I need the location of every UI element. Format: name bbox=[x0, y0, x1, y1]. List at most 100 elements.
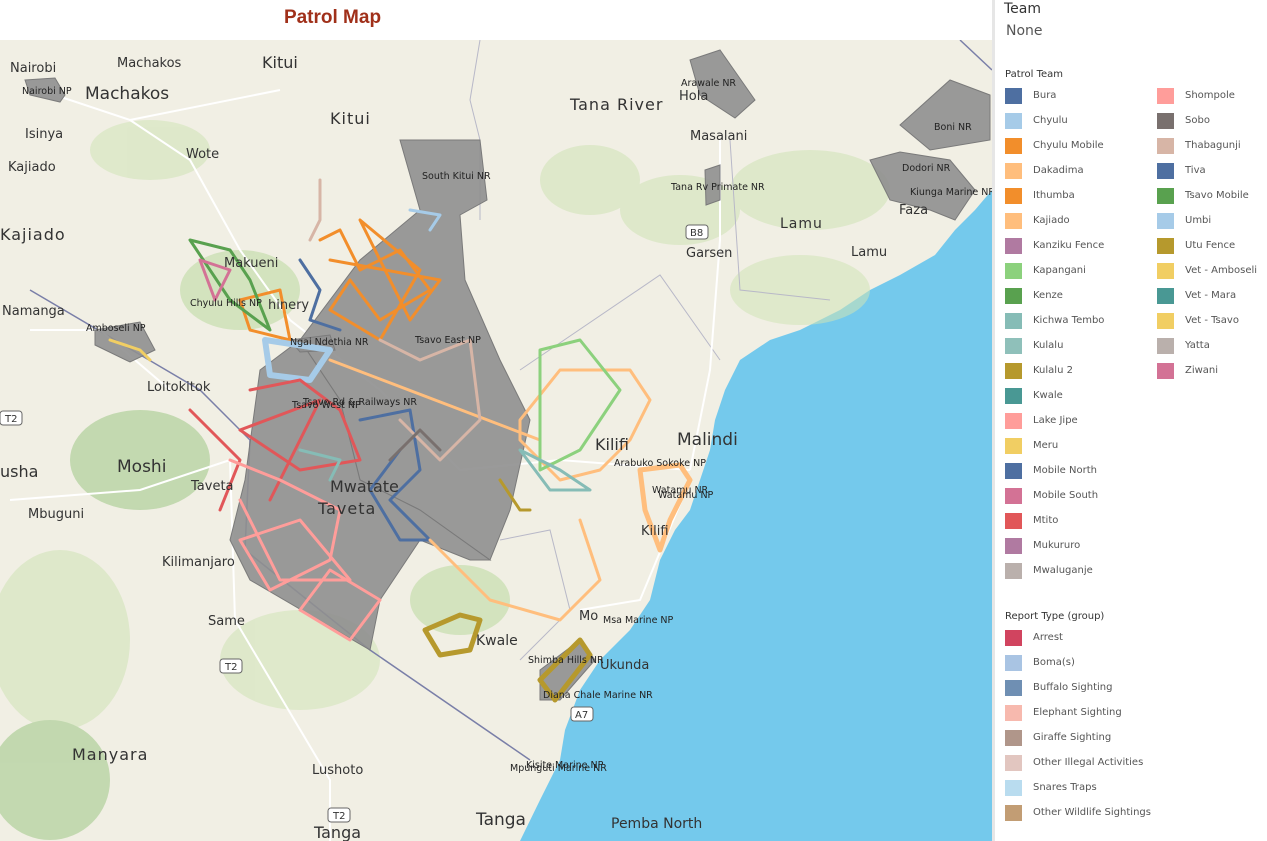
place-label: Wote bbox=[186, 147, 219, 162]
protected-area-label: Tana Rv Primate NR bbox=[670, 182, 765, 193]
legend-swatch bbox=[1005, 487, 1022, 504]
legend-item[interactable]: Shompole bbox=[1157, 83, 1257, 108]
legend-item[interactable]: Kajiado bbox=[1005, 208, 1104, 233]
legend-label: Snares Traps bbox=[1033, 782, 1097, 793]
legend-item[interactable]: Kanziku Fence bbox=[1005, 233, 1104, 258]
nairobi-np bbox=[24, 77, 66, 103]
road-shield-label: A7 bbox=[575, 710, 588, 721]
legend-item[interactable]: Arrest bbox=[1005, 625, 1151, 650]
legend-item[interactable]: Chyulu bbox=[1005, 108, 1104, 133]
legend-item[interactable]: Ziwani bbox=[1157, 358, 1257, 383]
protected-area-label: Amboseli NP bbox=[86, 323, 146, 334]
legend-swatch bbox=[1005, 537, 1022, 554]
legend-item[interactable]: Snares Traps bbox=[1005, 775, 1151, 800]
tana-primate-nr bbox=[704, 164, 721, 206]
protected-area-label: Arabuko Sokoke NP bbox=[614, 458, 706, 469]
legend-item[interactable]: Other Illegal Activities bbox=[1005, 750, 1151, 775]
legend-label: Arrest bbox=[1033, 632, 1063, 643]
legend-item[interactable]: Kapangani bbox=[1005, 258, 1104, 283]
legend-item[interactable]: Vet - Mara bbox=[1157, 283, 1257, 308]
legend-item[interactable]: Thabagunji bbox=[1157, 133, 1257, 158]
road-shield-label: T2 bbox=[224, 662, 237, 673]
legend-label: Utu Fence bbox=[1185, 240, 1236, 251]
legend-label: Ziwani bbox=[1185, 365, 1219, 376]
legend-swatch bbox=[1005, 437, 1022, 454]
legend-label: Sobo bbox=[1185, 115, 1210, 126]
legend-item[interactable]: Bura bbox=[1005, 83, 1104, 108]
place-label: Tana River bbox=[569, 95, 663, 114]
protected-area-label: South Kitui NR bbox=[422, 171, 491, 182]
legend-item[interactable]: Mwaluganje bbox=[1005, 558, 1104, 583]
road-shield-label: T2 bbox=[4, 414, 17, 425]
legend-label: Mwaluganje bbox=[1033, 565, 1093, 576]
legend-item[interactable]: Kulalu 2 bbox=[1005, 358, 1104, 383]
map-canvas[interactable]: Nairobi Machakos Kitui Machakos Isinya K… bbox=[0, 40, 992, 841]
legend-item[interactable]: Mtito bbox=[1005, 508, 1104, 533]
legend-item[interactable]: Mobile North bbox=[1005, 458, 1104, 483]
legend-item[interactable]: Utu Fence bbox=[1157, 233, 1257, 258]
place-label: Machakos bbox=[85, 84, 169, 104]
patrol-legend-column-2: Shompole Sobo Thabagunji Tiva Tsavo Mobile Um… bbox=[1157, 83, 1257, 383]
place-label: Kajiado bbox=[8, 160, 56, 175]
legend-item[interactable]: Ithumba bbox=[1005, 183, 1104, 208]
legend-item[interactable]: Tsavo Mobile bbox=[1157, 183, 1257, 208]
legend-label: Tsavo Mobile bbox=[1185, 190, 1249, 201]
protected-area-label: Arawale NR bbox=[681, 78, 736, 89]
legend-item[interactable]: Elephant Sighting bbox=[1005, 700, 1151, 725]
legend-swatch bbox=[1005, 679, 1022, 696]
place-label: Taveta bbox=[317, 499, 376, 518]
legend-swatch bbox=[1005, 387, 1022, 404]
legend-item[interactable]: Kwale bbox=[1005, 383, 1104, 408]
legend-item[interactable]: Sobo bbox=[1157, 108, 1257, 133]
legend-label: Other Illegal Activities bbox=[1033, 757, 1144, 768]
legend-item[interactable]: Kulalu bbox=[1005, 333, 1104, 358]
legend-item[interactable]: Chyulu Mobile bbox=[1005, 133, 1104, 158]
legend-item[interactable]: Boma(s) bbox=[1005, 650, 1151, 675]
legend-item[interactable]: Mobile South bbox=[1005, 483, 1104, 508]
road-shields: T2 T2 T2 B8 A7 bbox=[0, 224, 709, 823]
legend-label: Other Wildlife Sightings bbox=[1033, 807, 1151, 818]
legend-label: Kulalu 2 bbox=[1033, 365, 1073, 376]
legend-label: Lake Jipe bbox=[1033, 415, 1078, 426]
team-filter-value[interactable]: None bbox=[1006, 23, 1043, 39]
legend-swatch bbox=[1005, 512, 1022, 529]
legend-label: Mukururo bbox=[1033, 540, 1081, 551]
legend-item[interactable]: Buffalo Sighting bbox=[1005, 675, 1151, 700]
legend-item[interactable]: Yatta bbox=[1157, 333, 1257, 358]
legend-item[interactable]: Giraffe Sighting bbox=[1005, 725, 1151, 750]
protected-area-label: Tsavo Rd & Railways NR bbox=[302, 397, 417, 408]
legend-item[interactable]: Lake Jipe bbox=[1005, 408, 1104, 433]
legend-item[interactable]: Vet - Amboseli bbox=[1157, 258, 1257, 283]
legend-item[interactable]: Kenze bbox=[1005, 283, 1104, 308]
legend-label: Kenze bbox=[1033, 290, 1063, 301]
legend-swatch bbox=[1157, 212, 1174, 229]
legend-swatch bbox=[1005, 212, 1022, 229]
legend-swatch bbox=[1005, 729, 1022, 746]
legend-swatch bbox=[1157, 362, 1174, 379]
legend-item[interactable]: Umbi bbox=[1157, 208, 1257, 233]
legend-swatch bbox=[1005, 187, 1022, 204]
legend-swatch bbox=[1157, 162, 1174, 179]
protected-area-label: Watamu NR bbox=[652, 485, 709, 496]
legend-label: Boma(s) bbox=[1033, 657, 1075, 668]
place-label: Lamu bbox=[780, 216, 823, 232]
legend-item[interactable]: Vet - Tsavo bbox=[1157, 308, 1257, 333]
protected-area-label: Shimba Hills NR bbox=[528, 655, 604, 666]
legend-item[interactable]: Meru bbox=[1005, 433, 1104, 458]
place-label: Mbuguni bbox=[28, 507, 84, 522]
legend-item[interactable]: Other Wildlife Sightings bbox=[1005, 800, 1151, 825]
legend-label: Dakadima bbox=[1033, 165, 1084, 176]
legend-label: Kajiado bbox=[1033, 215, 1070, 226]
place-label: Makueni bbox=[224, 256, 278, 271]
legend-label: Kichwa Tembo bbox=[1033, 315, 1105, 326]
legend-item[interactable]: Kichwa Tembo bbox=[1005, 308, 1104, 333]
legend-item[interactable]: Dakadima bbox=[1005, 158, 1104, 183]
legend-item[interactable]: Mukururo bbox=[1005, 533, 1104, 558]
legend-swatch bbox=[1157, 287, 1174, 304]
patrol-map[interactable]: Nairobi Machakos Kitui Machakos Isinya K… bbox=[0, 40, 992, 841]
legend-label: Meru bbox=[1033, 440, 1059, 451]
legend-swatch bbox=[1157, 237, 1174, 254]
protected-area-label: Kiunga Marine NR bbox=[910, 187, 992, 198]
legend-swatch bbox=[1005, 779, 1022, 796]
legend-item[interactable]: Tiva bbox=[1157, 158, 1257, 183]
